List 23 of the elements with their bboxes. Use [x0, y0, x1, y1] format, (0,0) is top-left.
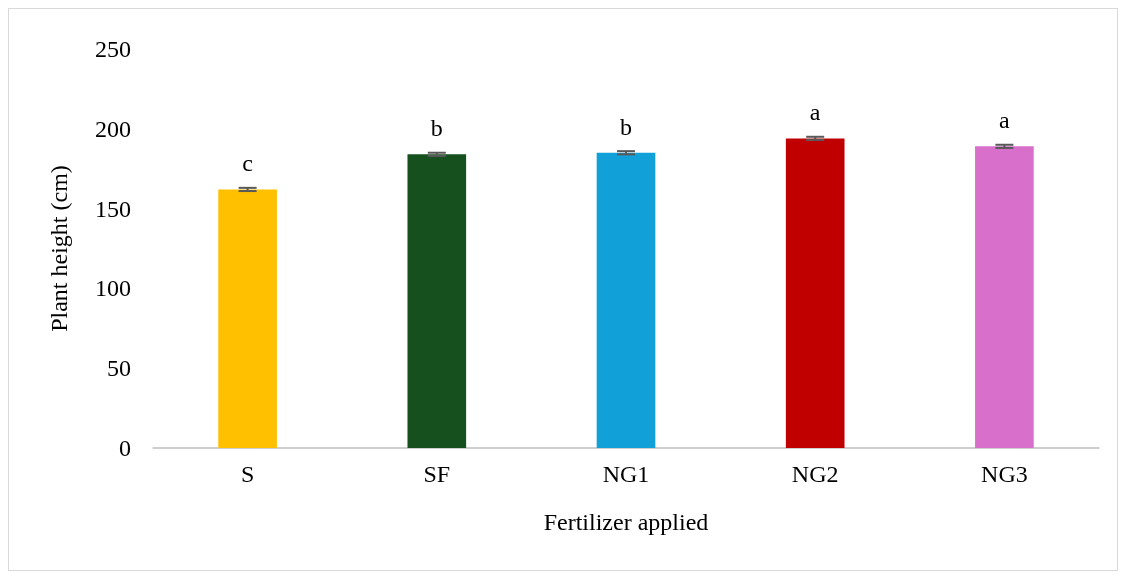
annotation: a [809, 99, 821, 126]
y-tick-label: 250 [95, 36, 131, 62]
y-tick-label: 150 [95, 195, 131, 222]
x-axis-title: Fertilizer applied [543, 509, 709, 535]
bar [596, 152, 656, 448]
y-tick-label: 100 [95, 275, 131, 302]
x-tick-label: SF [423, 461, 451, 487]
bar [975, 146, 1034, 448]
x-tick-label: S [240, 461, 255, 487]
y-tick-label: 50 [107, 355, 131, 382]
annotation: b [620, 113, 632, 140]
bar [785, 138, 845, 448]
bar [218, 189, 277, 448]
y-axis-title: Plant height (cm) [46, 165, 72, 332]
annotation: c [242, 150, 253, 177]
bar [407, 154, 467, 448]
annotation: a [999, 107, 1011, 134]
x-tick-label: NG1 [602, 461, 650, 487]
x-tick-label: NG3 [981, 461, 1028, 487]
annotation: b [430, 115, 443, 142]
y-tick-label: 0 [119, 435, 131, 461]
y-tick-label: 200 [95, 115, 131, 142]
x-tick-label: NG2 [791, 461, 839, 487]
